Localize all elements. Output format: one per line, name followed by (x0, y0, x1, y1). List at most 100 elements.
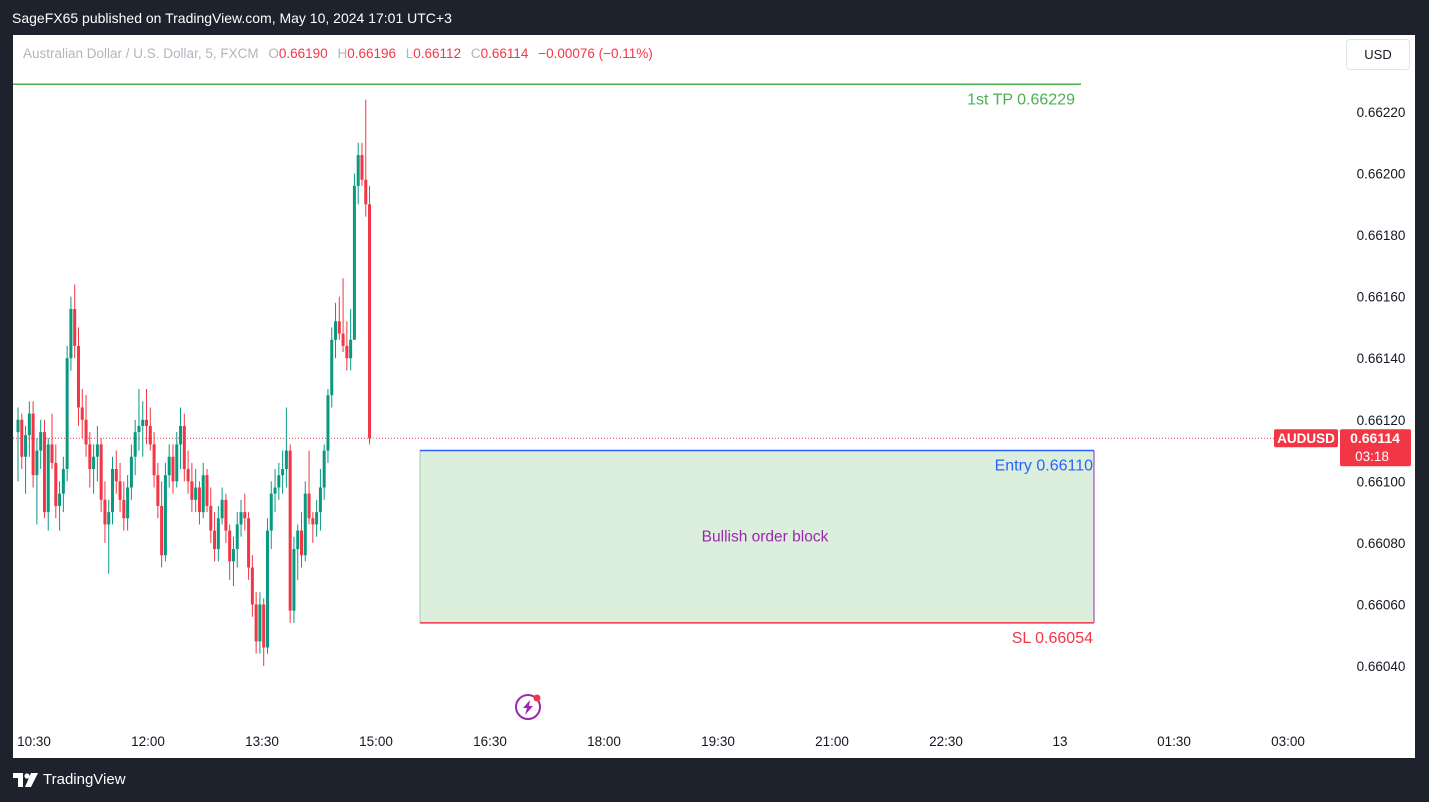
candle (171, 444, 175, 494)
x-tick-label: 22:30 (929, 734, 963, 749)
chart-frame[interactable]: Bullish order block 1st TP 0.66229 Entry … (13, 35, 1415, 758)
candle (156, 462, 160, 519)
candle (337, 296, 341, 340)
last-price-tag (1340, 429, 1411, 467)
candle (167, 444, 171, 488)
candle (228, 524, 232, 580)
symbol-legend[interactable]: Australian Dollar / U.S. Dollar, 5, FXCM… (23, 46, 653, 61)
y-tick-label: 0.66120 (1357, 413, 1406, 428)
candle (27, 401, 31, 457)
y-tick-label: 0.66060 (1357, 597, 1406, 612)
x-tick-label: 16:30 (473, 734, 507, 749)
candle (250, 555, 254, 617)
low-key: L (405, 46, 414, 61)
candle (122, 481, 126, 531)
candle (92, 444, 96, 494)
candle (277, 462, 281, 500)
level-label: Entry 0.66110 (995, 458, 1094, 475)
y-tick-label: 0.66040 (1357, 659, 1406, 674)
candle (179, 407, 183, 470)
candle (39, 419, 43, 470)
candle (284, 407, 288, 488)
publish-line: SageFX65 published on TradingView.com, M… (12, 10, 452, 26)
high-value: 0.66196 (347, 46, 396, 61)
y-tick-label: 0.66140 (1357, 351, 1406, 366)
candle (216, 505, 220, 562)
candle (42, 419, 46, 519)
candle (61, 456, 65, 513)
candle (137, 389, 141, 451)
symbol-name: Australian Dollar / U.S. Dollar, 5, FXCM (23, 46, 259, 61)
candle (69, 296, 73, 371)
candle (281, 450, 285, 494)
candle (190, 462, 194, 513)
candle (205, 469, 209, 513)
candle (141, 401, 145, 457)
candle (35, 438, 39, 525)
y-tick-label: 0.66080 (1357, 536, 1406, 551)
candle (292, 536, 296, 623)
candle (16, 407, 20, 482)
level-label: 1st TP 0.66229 (967, 91, 1075, 108)
close-value: 0.66114 (480, 46, 529, 61)
candle (160, 481, 164, 568)
candle (231, 536, 235, 586)
candle (148, 407, 152, 451)
x-tick-label: 19:30 (701, 734, 735, 749)
symbol-price-tag (1274, 429, 1338, 448)
candle (311, 512, 315, 543)
candle (126, 475, 130, 531)
candle (296, 524, 300, 580)
candle (84, 395, 88, 457)
candle (307, 450, 311, 525)
last-price-text: 0.66114 (1350, 430, 1400, 446)
candle (20, 413, 24, 470)
tradingview-brand[interactable]: TradingView (13, 771, 126, 788)
candle (262, 598, 266, 666)
currency-button[interactable]: USD (1346, 39, 1410, 70)
candle (265, 518, 269, 654)
x-tick-label: 21:00 (815, 734, 849, 749)
candle (341, 278, 345, 353)
candle-layer (16, 99, 372, 666)
candle (349, 308, 353, 371)
x-tick-label: 13:30 (245, 734, 279, 749)
candle (356, 142, 360, 205)
lightning-event-icon[interactable] (515, 694, 541, 720)
candle (88, 432, 92, 488)
candle (273, 469, 277, 513)
zone-label: Bullish order block (702, 529, 829, 546)
candle (145, 389, 149, 445)
tradingview-logo-icon (13, 772, 38, 787)
candle (103, 481, 107, 543)
candle (163, 462, 167, 562)
candle (318, 469, 322, 531)
x-tick-label: 18:00 (587, 734, 621, 749)
candle (326, 389, 330, 463)
candle (360, 142, 364, 186)
candle (107, 499, 111, 574)
x-tick-label: 01:30 (1157, 734, 1191, 749)
candle (194, 469, 198, 513)
candle (330, 327, 334, 408)
level-label: SL 0.66054 (1012, 630, 1093, 647)
candle (31, 401, 35, 488)
candle (58, 481, 62, 531)
last-price-labels: AUDUSD 0.66114 03:18 (1274, 429, 1411, 467)
y-tick-label: 0.66180 (1357, 228, 1406, 243)
countdown-text: 03:18 (1355, 449, 1389, 464)
open-key: O (268, 46, 279, 61)
x-tick-label: 03:00 (1271, 734, 1305, 749)
candle (368, 185, 372, 445)
candle (224, 493, 228, 543)
chart-canvas[interactable]: Bullish order block 1st TP 0.66229 Entry … (13, 35, 1415, 758)
x-axis: 10:30 12:00 13:30 15:00 16:30 18:00 19:30 21:00… (17, 734, 1305, 749)
order-block-zone[interactable] (420, 450, 1094, 623)
candle (182, 413, 186, 482)
candle (111, 456, 114, 525)
candle (73, 284, 77, 359)
candle (46, 438, 50, 531)
candle (65, 345, 69, 482)
candle (50, 413, 54, 470)
y-tick-label: 0.66100 (1357, 474, 1406, 489)
